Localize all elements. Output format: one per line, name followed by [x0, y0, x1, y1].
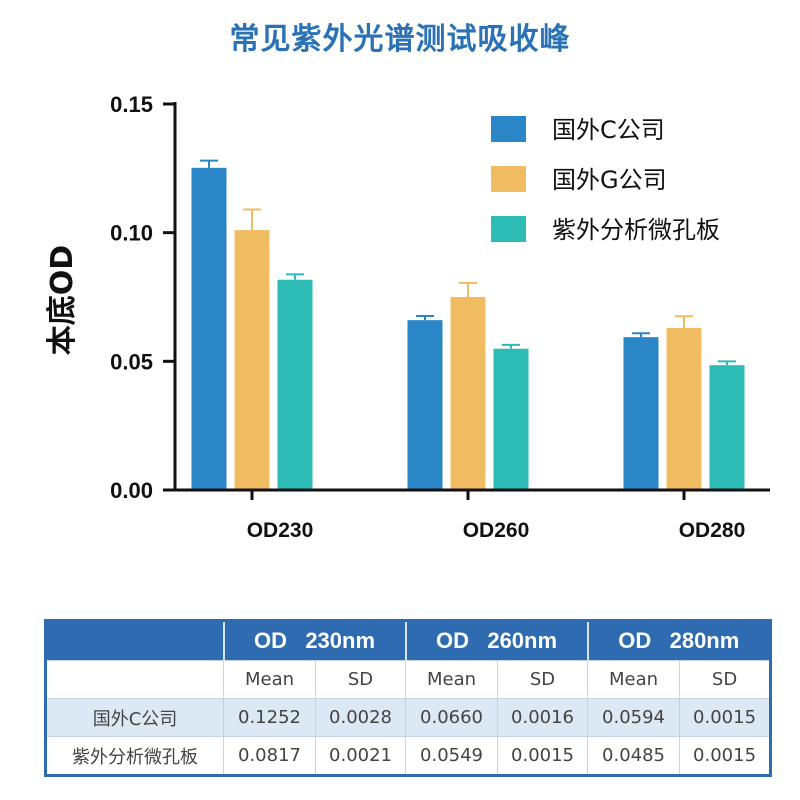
table-cell: 0.1252 [223, 698, 316, 737]
bar [234, 230, 270, 491]
error-bars-group [200, 159, 736, 366]
table-cell: Mean [223, 660, 316, 699]
legend-label: 紫外分析微孔板 [552, 216, 720, 244]
legend-swatch [491, 216, 526, 242]
y-tick-label: 0.05 [110, 349, 153, 374]
table-cell: 0.0021 [314, 736, 407, 776]
table-cell: 0.0660 [405, 698, 499, 737]
x-tick-label: OD230 [247, 519, 314, 542]
bars-group [191, 167, 745, 491]
table-cell [45, 660, 224, 699]
table-cell: 0.0015 [497, 736, 589, 776]
bar [709, 365, 745, 490]
table-cell: Mean [405, 660, 499, 699]
table-cell: 0.0016 [497, 698, 589, 737]
table-header-cell: OD 230nm [222, 620, 406, 661]
bar [407, 320, 443, 490]
x-tick-label: OD280 [679, 519, 746, 542]
bar [277, 279, 313, 490]
table-row: 紫外分析微孔板 0.0817 0.0021 0.0549 0.0015 0.04… [45, 736, 772, 776]
table-subheader-row: Mean SD Mean SD Mean SD [45, 660, 772, 699]
chart-title: 常见紫外光谱测试吸收峰 [229, 22, 571, 57]
x-tick-label: OD260 [463, 519, 530, 542]
table-cell: SD [314, 660, 407, 699]
y-tick-label: 0.10 [110, 221, 153, 246]
bar [623, 337, 659, 490]
legend-swatch [491, 116, 526, 142]
bar [666, 327, 702, 490]
legend-label: 国外C公司 [552, 116, 665, 144]
table-header-row: OD 230nm OD 260nm OD 280nm [45, 620, 771, 661]
axes-group [173, 102, 770, 500]
stats-table: OD 230nm OD 260nm OD 280nm Mean SD Mean … [44, 619, 773, 777]
y-tick-label: 0.00 [110, 478, 153, 503]
table-cell: 0.0015 [679, 736, 772, 776]
bar-chart: 本底OD 0.00 0.05 0.10 0.15 OD230 OD260 OD280 国外… [45, 92, 770, 542]
x-categories-group: OD230 OD260 OD280 [247, 519, 746, 542]
bar [493, 348, 529, 490]
bar [191, 167, 227, 490]
table-header-cell: OD 280nm [586, 620, 771, 661]
table-cell: 0.0817 [223, 736, 316, 776]
table-cell: 0.0485 [587, 736, 681, 776]
table-cell: 紫外分析微孔板 [45, 736, 224, 776]
table-cell: 国外C公司 [45, 698, 224, 737]
table-cell: Mean [587, 660, 681, 699]
table-header-cell [45, 620, 224, 661]
table-cell: 0.0549 [405, 736, 499, 776]
table-cell: 0.0594 [587, 698, 681, 737]
table-cell: SD [497, 660, 589, 699]
table-cell: 0.0015 [679, 698, 772, 737]
table-cell: SD [679, 660, 772, 699]
bar [450, 297, 486, 490]
y-tick-label: 0.15 [110, 92, 153, 117]
legend-swatch [491, 166, 526, 192]
y-axis-label: 本底OD [45, 245, 80, 355]
legend-label: 国外G公司 [552, 166, 667, 194]
table-row: 国外C公司 0.1252 0.0028 0.0660 0.0016 0.0594… [45, 698, 772, 737]
y-ticks-group: 0.00 0.05 0.10 0.15 [110, 92, 175, 503]
table-header-cell: OD 260nm [404, 620, 588, 661]
table-cell: 0.0028 [314, 698, 407, 737]
